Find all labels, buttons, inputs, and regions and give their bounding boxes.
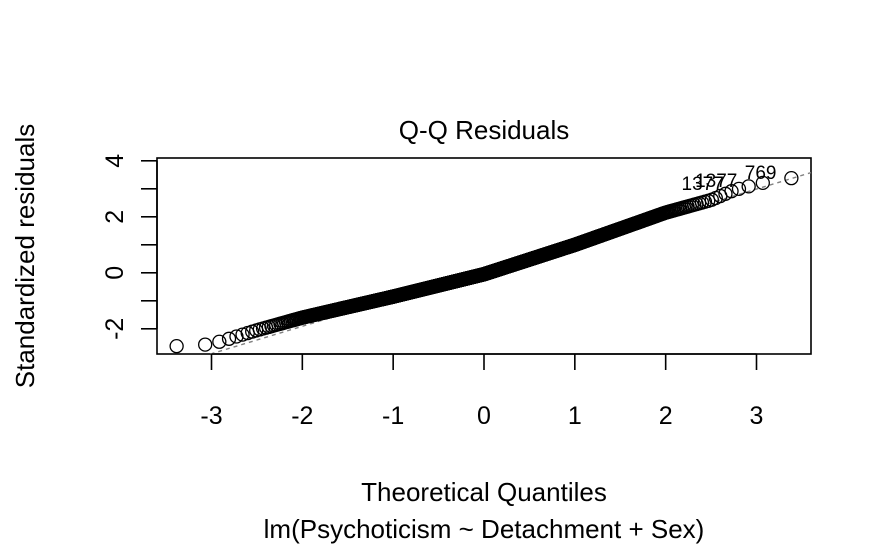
data-point [169, 339, 184, 354]
point-label: 769 [745, 163, 777, 184]
data-point [784, 171, 799, 186]
chart-subtitle: lm(Psychoticism ~ Detachment + Sex) [264, 514, 705, 544]
data-point [731, 181, 747, 197]
x-tick-label: 0 [477, 402, 491, 430]
data-point [755, 175, 770, 191]
y-axis-label: Standardized residuals [10, 124, 40, 389]
chart-title: Q-Q Residuals [399, 115, 570, 145]
data-point [718, 186, 733, 201]
x-axis: -3 -2 -1 0 1 2 3 [200, 353, 764, 430]
data-point [724, 184, 739, 199]
x-tick-label: 1 [568, 402, 582, 430]
y-axis: -2 0 2 4 [101, 154, 158, 340]
y-tick-label: 4 [101, 154, 129, 168]
x-tick-label: -1 [382, 402, 404, 430]
points-layer [169, 171, 799, 354]
data-point [741, 179, 756, 194]
x-tick-label: 2 [659, 402, 673, 430]
x-tick-label: -2 [291, 402, 313, 430]
x-axis-label: Theoretical Quantiles [361, 477, 607, 507]
data-point [221, 331, 237, 346]
y-tick-label: 2 [101, 210, 129, 224]
data-point [212, 334, 227, 349]
x-tick-label: 3 [750, 402, 764, 430]
y-tick-label: 0 [101, 266, 129, 280]
y-tick-label: -2 [101, 318, 129, 340]
point-label: 1377 [682, 174, 724, 195]
point-label: 1377 [695, 171, 737, 192]
data-point [198, 337, 213, 352]
x-tick-label: -3 [200, 402, 222, 430]
